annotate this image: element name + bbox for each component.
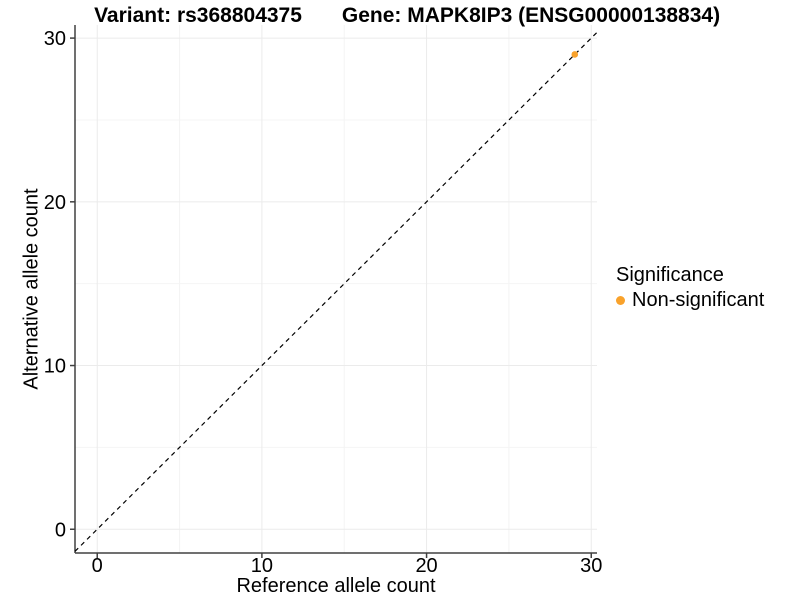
y-tick-label: 0 [55,519,66,541]
y-tick-label: 20 [44,192,66,214]
x-tick-label: 30 [580,555,602,577]
legend-key-dot-icon [616,296,625,305]
x-tick-label: 10 [251,555,273,577]
x-axis-title: Reference allele count [236,575,436,597]
plot-title-gene: Gene: MAPK8IP3 (ENSG00000138834) [341,4,721,27]
plot-title-variant: Variant: rs368804375 [94,4,302,27]
data-point [571,51,579,58]
x-tick-label: 0 [92,555,103,577]
y-tick-label: 10 [44,356,66,378]
identity-dashed-line [74,31,598,552]
legend-item-non-significant: Non-significant [616,289,764,312]
legend: Significance Non-significant [616,264,764,312]
y-tick-label: 30 [44,28,66,50]
x-tick-label: 20 [415,555,437,577]
legend-title: Significance [616,264,724,286]
legend-item-label: Non-significant [632,289,765,311]
